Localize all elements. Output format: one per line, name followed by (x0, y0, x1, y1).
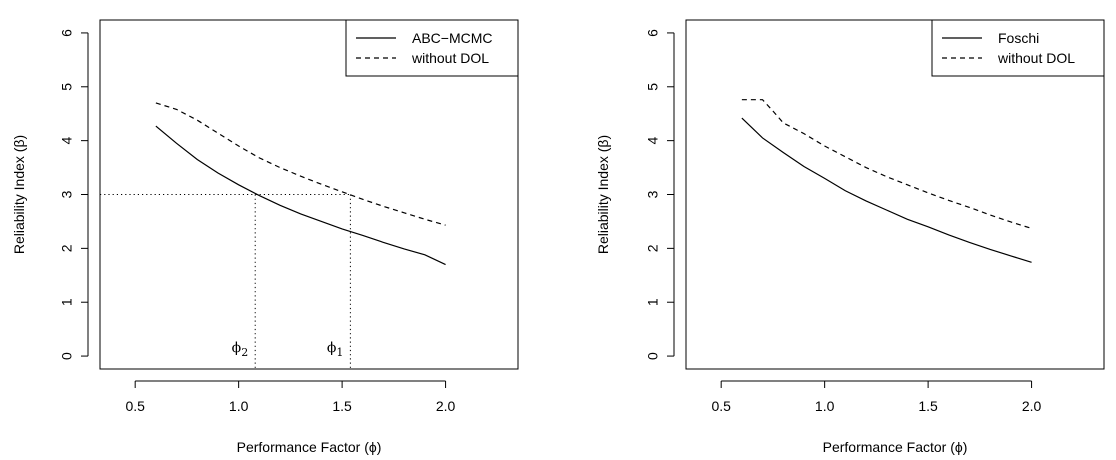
legend-box (931, 19, 1105, 77)
y-tick-label: 5 (59, 83, 75, 91)
y-axis-title: Reliability Index (β) (595, 135, 611, 254)
x-tick-label: 2.0 (436, 398, 456, 414)
annotation-subscript: 2 (241, 346, 248, 359)
series-line-dashed (741, 99, 1032, 230)
legend-label: ABC−MCMC (412, 30, 493, 46)
chart-panel-right: 0.5 1.0 1.5 2.0 0 1 2 3 4 5 6 Performance Factor (ϕ… (595, 19, 1105, 455)
x-axis-title: Performance Factor (ϕ) (823, 439, 968, 455)
y-tick-label: 3 (59, 190, 75, 198)
x-tick-label: 0.5 (125, 398, 145, 414)
y-tick-label: 2 (59, 244, 75, 252)
x-axis-title: Performance Factor (ϕ) (237, 439, 382, 455)
x-tick-label: 1.0 (229, 398, 249, 414)
x-tick-label: 2.0 (1022, 398, 1042, 414)
x-tick-label: 1.5 (332, 398, 352, 414)
series-line-solid (741, 117, 1032, 263)
series-line-dashed (155, 102, 446, 226)
legend-box (345, 19, 519, 77)
legend-label: without DOL (411, 50, 489, 66)
y-tick-label: 4 (645, 137, 661, 145)
y-tick-label: 4 (59, 137, 75, 145)
legend-label: Foschi (998, 30, 1039, 46)
plot-frame (685, 19, 1105, 370)
y-tick-label: 2 (645, 244, 661, 252)
chart-panel-left: 0.5 1.0 1.5 2.0 0 1 2 3 4 5 6 Performance Factor (ϕ… (11, 19, 519, 455)
x-tick-label: 1.0 (815, 398, 835, 414)
y-tick-label: 1 (645, 298, 661, 306)
y-axis-title: Reliability Index (β) (11, 135, 27, 254)
y-tick-label: 0 (59, 352, 75, 360)
annotation-base: ϕ (327, 340, 337, 356)
y-tick-label: 1 (59, 298, 75, 306)
annotation-subscript: 1 (336, 346, 343, 359)
annotation-base: ϕ (232, 340, 242, 356)
y-tick-label: 0 (645, 352, 661, 360)
annotation-label: ϕ2 (232, 340, 249, 359)
y-tick-label: 3 (645, 190, 661, 198)
legend-label: without DOL (997, 50, 1075, 66)
y-tick-label: 6 (59, 29, 75, 37)
x-tick-label: 0.5 (711, 398, 731, 414)
annotation-label: ϕ1 (327, 340, 344, 359)
x-tick-label: 1.5 (918, 398, 938, 414)
y-tick-label: 6 (645, 29, 661, 37)
series-line-solid (155, 125, 446, 266)
y-tick-label: 5 (645, 83, 661, 91)
